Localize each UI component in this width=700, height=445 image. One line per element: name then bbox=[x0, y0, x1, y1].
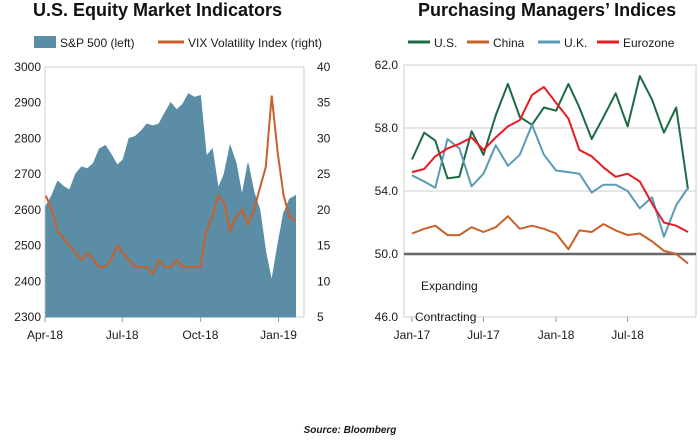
y-right-tick-40: 40 bbox=[317, 60, 331, 74]
legend-label-eurozone: Eurozone bbox=[623, 36, 675, 50]
annotation-expanding: Expanding bbox=[421, 279, 478, 293]
legend-label-china: China bbox=[493, 36, 525, 50]
series-line-u-k bbox=[411, 123, 689, 238]
pmi-y-tick-54-0: 54.0 bbox=[375, 184, 399, 198]
series-line-u-s bbox=[411, 75, 689, 190]
y-right-tick-10: 10 bbox=[317, 274, 331, 288]
y-left-tick-3000: 3000 bbox=[14, 60, 41, 74]
pmi-y-tick-62-0: 62.0 bbox=[375, 58, 399, 72]
y-right-tick-5: 5 bbox=[317, 310, 324, 324]
series-line-china bbox=[411, 215, 689, 265]
legend-swatch-sp500 bbox=[34, 36, 56, 48]
pmi-x-tick-jan-17: Jan-17 bbox=[394, 328, 431, 342]
legend-label-uk: U.K. bbox=[564, 36, 587, 50]
y-left-tick-2500: 2500 bbox=[14, 239, 41, 253]
pmi-x-tick-jul-18: Jul-18 bbox=[611, 328, 644, 342]
y-left-tick-2400: 2400 bbox=[14, 274, 41, 288]
y-right-tick-25: 25 bbox=[317, 167, 331, 181]
legend-label-vix: VIX Volatility Index (right) bbox=[188, 36, 322, 50]
y-right-tick-35: 35 bbox=[317, 96, 331, 110]
source-note: Source: Bloomberg bbox=[303, 425, 397, 436]
x-tick-jul-18: Jul-18 bbox=[106, 328, 139, 342]
y-left-tick-2300: 2300 bbox=[14, 310, 41, 324]
pmi-y-tick-58-0: 58.0 bbox=[375, 121, 399, 135]
right-chart-title: Purchasing Managers’ Indices bbox=[418, 0, 677, 20]
x-tick-apr-18: Apr-18 bbox=[27, 328, 63, 342]
pmi-x-tick-jan-18: Jan-18 bbox=[538, 328, 575, 342]
series-line-eurozone bbox=[411, 86, 689, 233]
y-right-tick-15: 15 bbox=[317, 239, 331, 253]
legend-label-us: U.S. bbox=[434, 36, 457, 50]
pmi-y-tick-50-0: 50.0 bbox=[375, 247, 399, 261]
annotation-contracting: Contracting bbox=[415, 310, 476, 324]
y-right-tick-30: 30 bbox=[317, 131, 331, 145]
pmi-x-tick-jul-17: Jul-17 bbox=[467, 328, 500, 342]
y-left-tick-2900: 2900 bbox=[14, 96, 41, 110]
x-tick-oct-18: Oct-18 bbox=[182, 328, 218, 342]
x-tick-jan-19: Jan-19 bbox=[260, 328, 297, 342]
y-right-tick-20: 20 bbox=[317, 203, 331, 217]
legend-label-sp500: S&P 500 (left) bbox=[60, 36, 134, 50]
y-left-tick-2800: 2800 bbox=[14, 131, 41, 145]
pmi-y-tick-46-0: 46.0 bbox=[375, 310, 399, 324]
y-left-tick-2600: 2600 bbox=[14, 203, 41, 217]
y-left-tick-2700: 2700 bbox=[14, 167, 41, 181]
left-chart-title: U.S. Equity Market Indicators bbox=[33, 0, 283, 20]
vix-line bbox=[44, 95, 297, 277]
sp500-area bbox=[45, 93, 296, 318]
